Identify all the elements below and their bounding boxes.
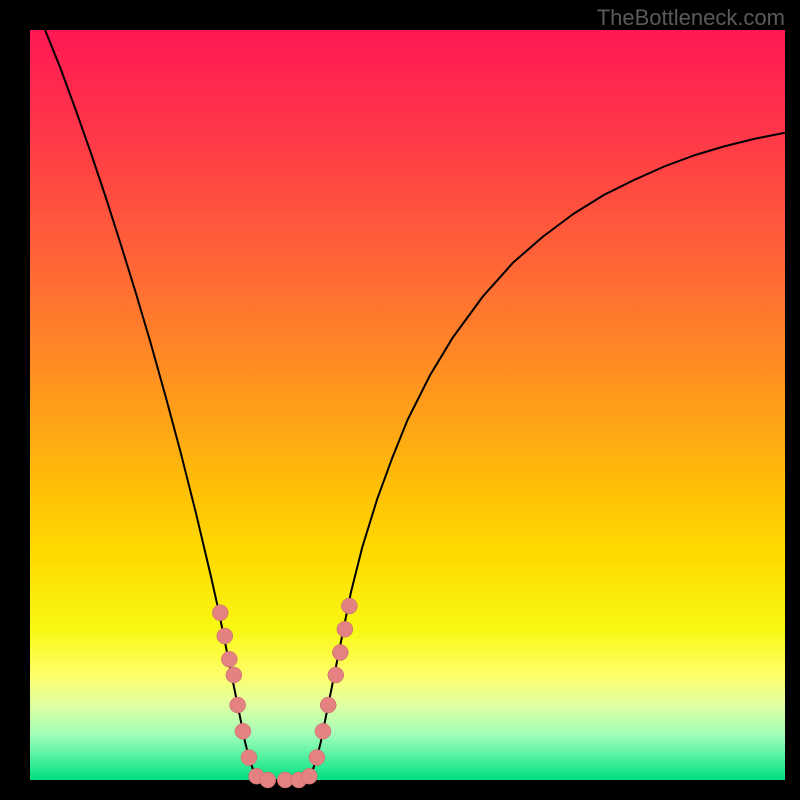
- watermark: TheBottleneck.com: [597, 5, 785, 31]
- chart-svg: [0, 0, 800, 800]
- bottleneck-chart: TheBottleneck.com: [0, 0, 800, 800]
